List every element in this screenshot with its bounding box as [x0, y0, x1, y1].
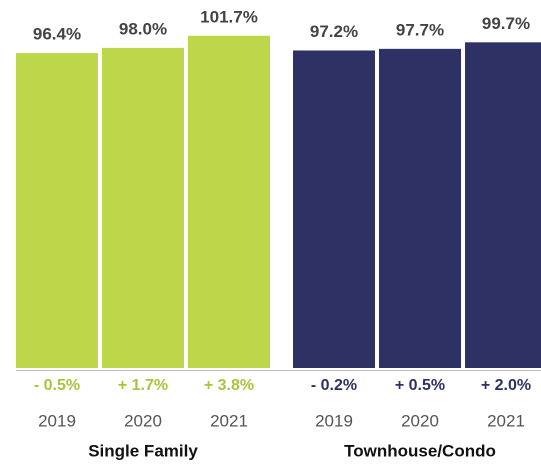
value-label: 99.7% — [482, 14, 530, 33]
bar — [102, 47, 184, 368]
bar — [293, 50, 375, 368]
x-tick-label: 2021 — [487, 411, 525, 430]
change-label: + 1.7% — [118, 377, 168, 394]
bar — [188, 35, 270, 368]
value-label: 98.0% — [119, 19, 167, 38]
x-tick-label: 2020 — [124, 411, 162, 430]
x-tick-label: 2020 — [401, 411, 439, 430]
value-label: 96.4% — [33, 25, 81, 44]
change-label: - 0.5% — [34, 377, 80, 394]
value-label: 97.7% — [396, 20, 444, 39]
x-tick-label: 2019 — [315, 411, 353, 430]
x-tick-label: 2021 — [210, 411, 248, 430]
bar — [465, 42, 541, 369]
change-label: + 2.0% — [481, 377, 531, 394]
bar — [16, 53, 98, 369]
x-tick-label: 2019 — [38, 411, 76, 430]
change-label: + 0.5% — [395, 377, 445, 394]
group-label: Single Family — [88, 441, 198, 460]
group-label: Townhouse/Condo — [344, 441, 496, 460]
bar — [379, 48, 461, 368]
value-label: 101.7% — [200, 7, 258, 26]
change-label: - 0.2% — [311, 377, 357, 394]
change-label: + 3.8% — [204, 377, 254, 394]
value-label: 97.2% — [310, 22, 358, 41]
